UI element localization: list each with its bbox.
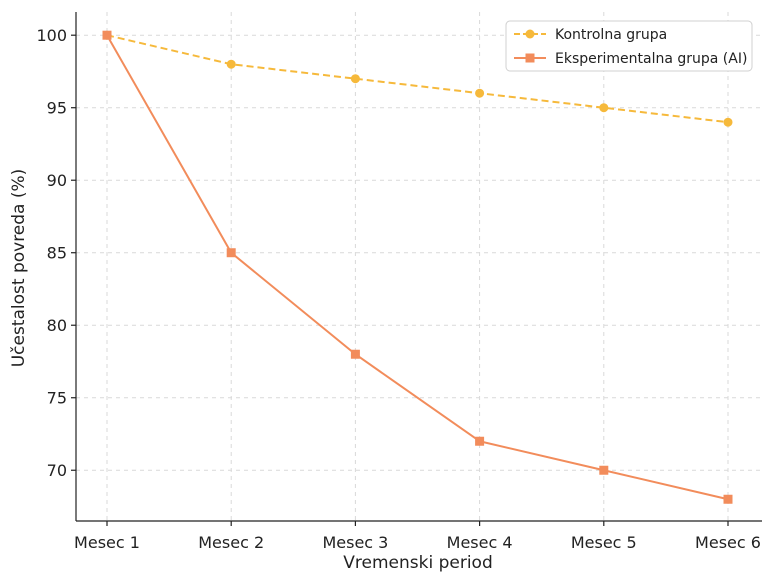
legend-item: Eksperimentalna grupa (AI) <box>514 51 747 67</box>
y-tick-label: 80 <box>47 316 67 335</box>
data-point-square <box>226 248 236 258</box>
x-tick-label: Mesec 2 <box>198 533 264 552</box>
series-layer <box>102 30 733 504</box>
legend-marker-circle <box>525 29 535 39</box>
y-tick-label: 100 <box>36 26 67 45</box>
y-axis-label: Učestalost povreda (%) <box>9 169 29 368</box>
data-point-square <box>723 494 733 504</box>
data-point-square <box>599 465 609 475</box>
axes-layer: 70 75 80 85 90 95 100 Mesec 1 Mesec 2 Mesec 3 Mese… <box>36 12 762 552</box>
y-tick-label: 70 <box>47 461 67 480</box>
x-tick-label: Mesec 4 <box>447 533 513 552</box>
data-point-circle <box>723 117 733 127</box>
data-point-square <box>475 436 485 446</box>
data-point-square <box>102 30 112 40</box>
series-line <box>106 34 729 124</box>
data-point-square <box>350 349 360 359</box>
data-point-circle <box>599 103 609 113</box>
x-axis-label: Vremenski period <box>343 553 492 572</box>
legend: Kontrolna grupa Eksperimentalna grupa (AI… <box>505 20 753 72</box>
x-tick-label: Mesec 3 <box>322 533 388 552</box>
data-point-circle <box>350 74 360 84</box>
x-tick-label: Mesec 6 <box>695 533 761 552</box>
legend-label: Eksperimentalna grupa (AI) <box>555 51 747 67</box>
grid-layer <box>76 12 762 521</box>
y-tick-label: 90 <box>47 171 67 190</box>
y-tick-label: 75 <box>47 389 67 408</box>
x-tick-label: Mesec 1 <box>74 533 140 552</box>
legend-box <box>505 20 753 72</box>
data-point-circle <box>475 88 485 98</box>
y-tick-label: 85 <box>47 244 67 263</box>
legend-marker-square <box>525 53 535 63</box>
x-tick-label: Mesec 5 <box>571 533 637 552</box>
series-eksperimentalna-grupa <box>102 30 733 504</box>
legend-item: Kontrolna grupa <box>514 27 667 43</box>
series-line <box>106 34 729 501</box>
data-point-circle <box>226 59 236 69</box>
y-tick-label: 95 <box>47 99 67 118</box>
legend-label: Kontrolna grupa <box>555 27 667 43</box>
